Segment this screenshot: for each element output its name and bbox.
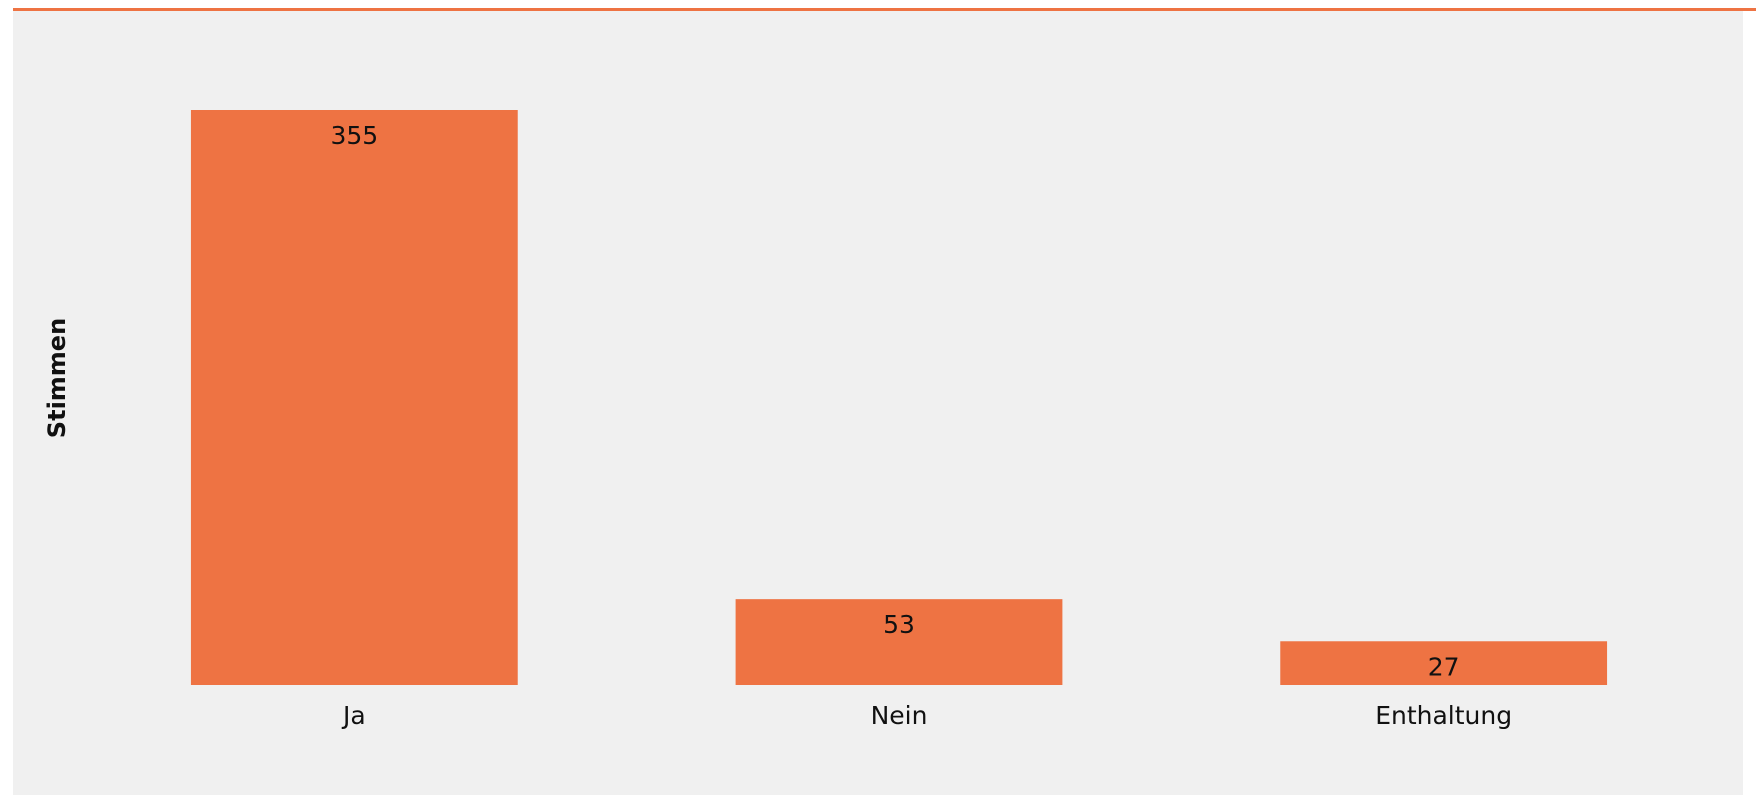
value-label: 53 [883,610,915,639]
bar [735,599,1063,685]
y-axis-label: Stimmen [43,318,71,438]
top-rule [13,8,1756,11]
x-tick-label: Ja [341,701,366,730]
value-label: 355 [330,121,378,150]
bar [190,110,518,685]
bar [1280,641,1608,685]
x-tick-label: Nein [871,701,928,730]
value-label: 27 [1428,652,1460,681]
x-tick-label: Enthaltung [1375,701,1512,730]
